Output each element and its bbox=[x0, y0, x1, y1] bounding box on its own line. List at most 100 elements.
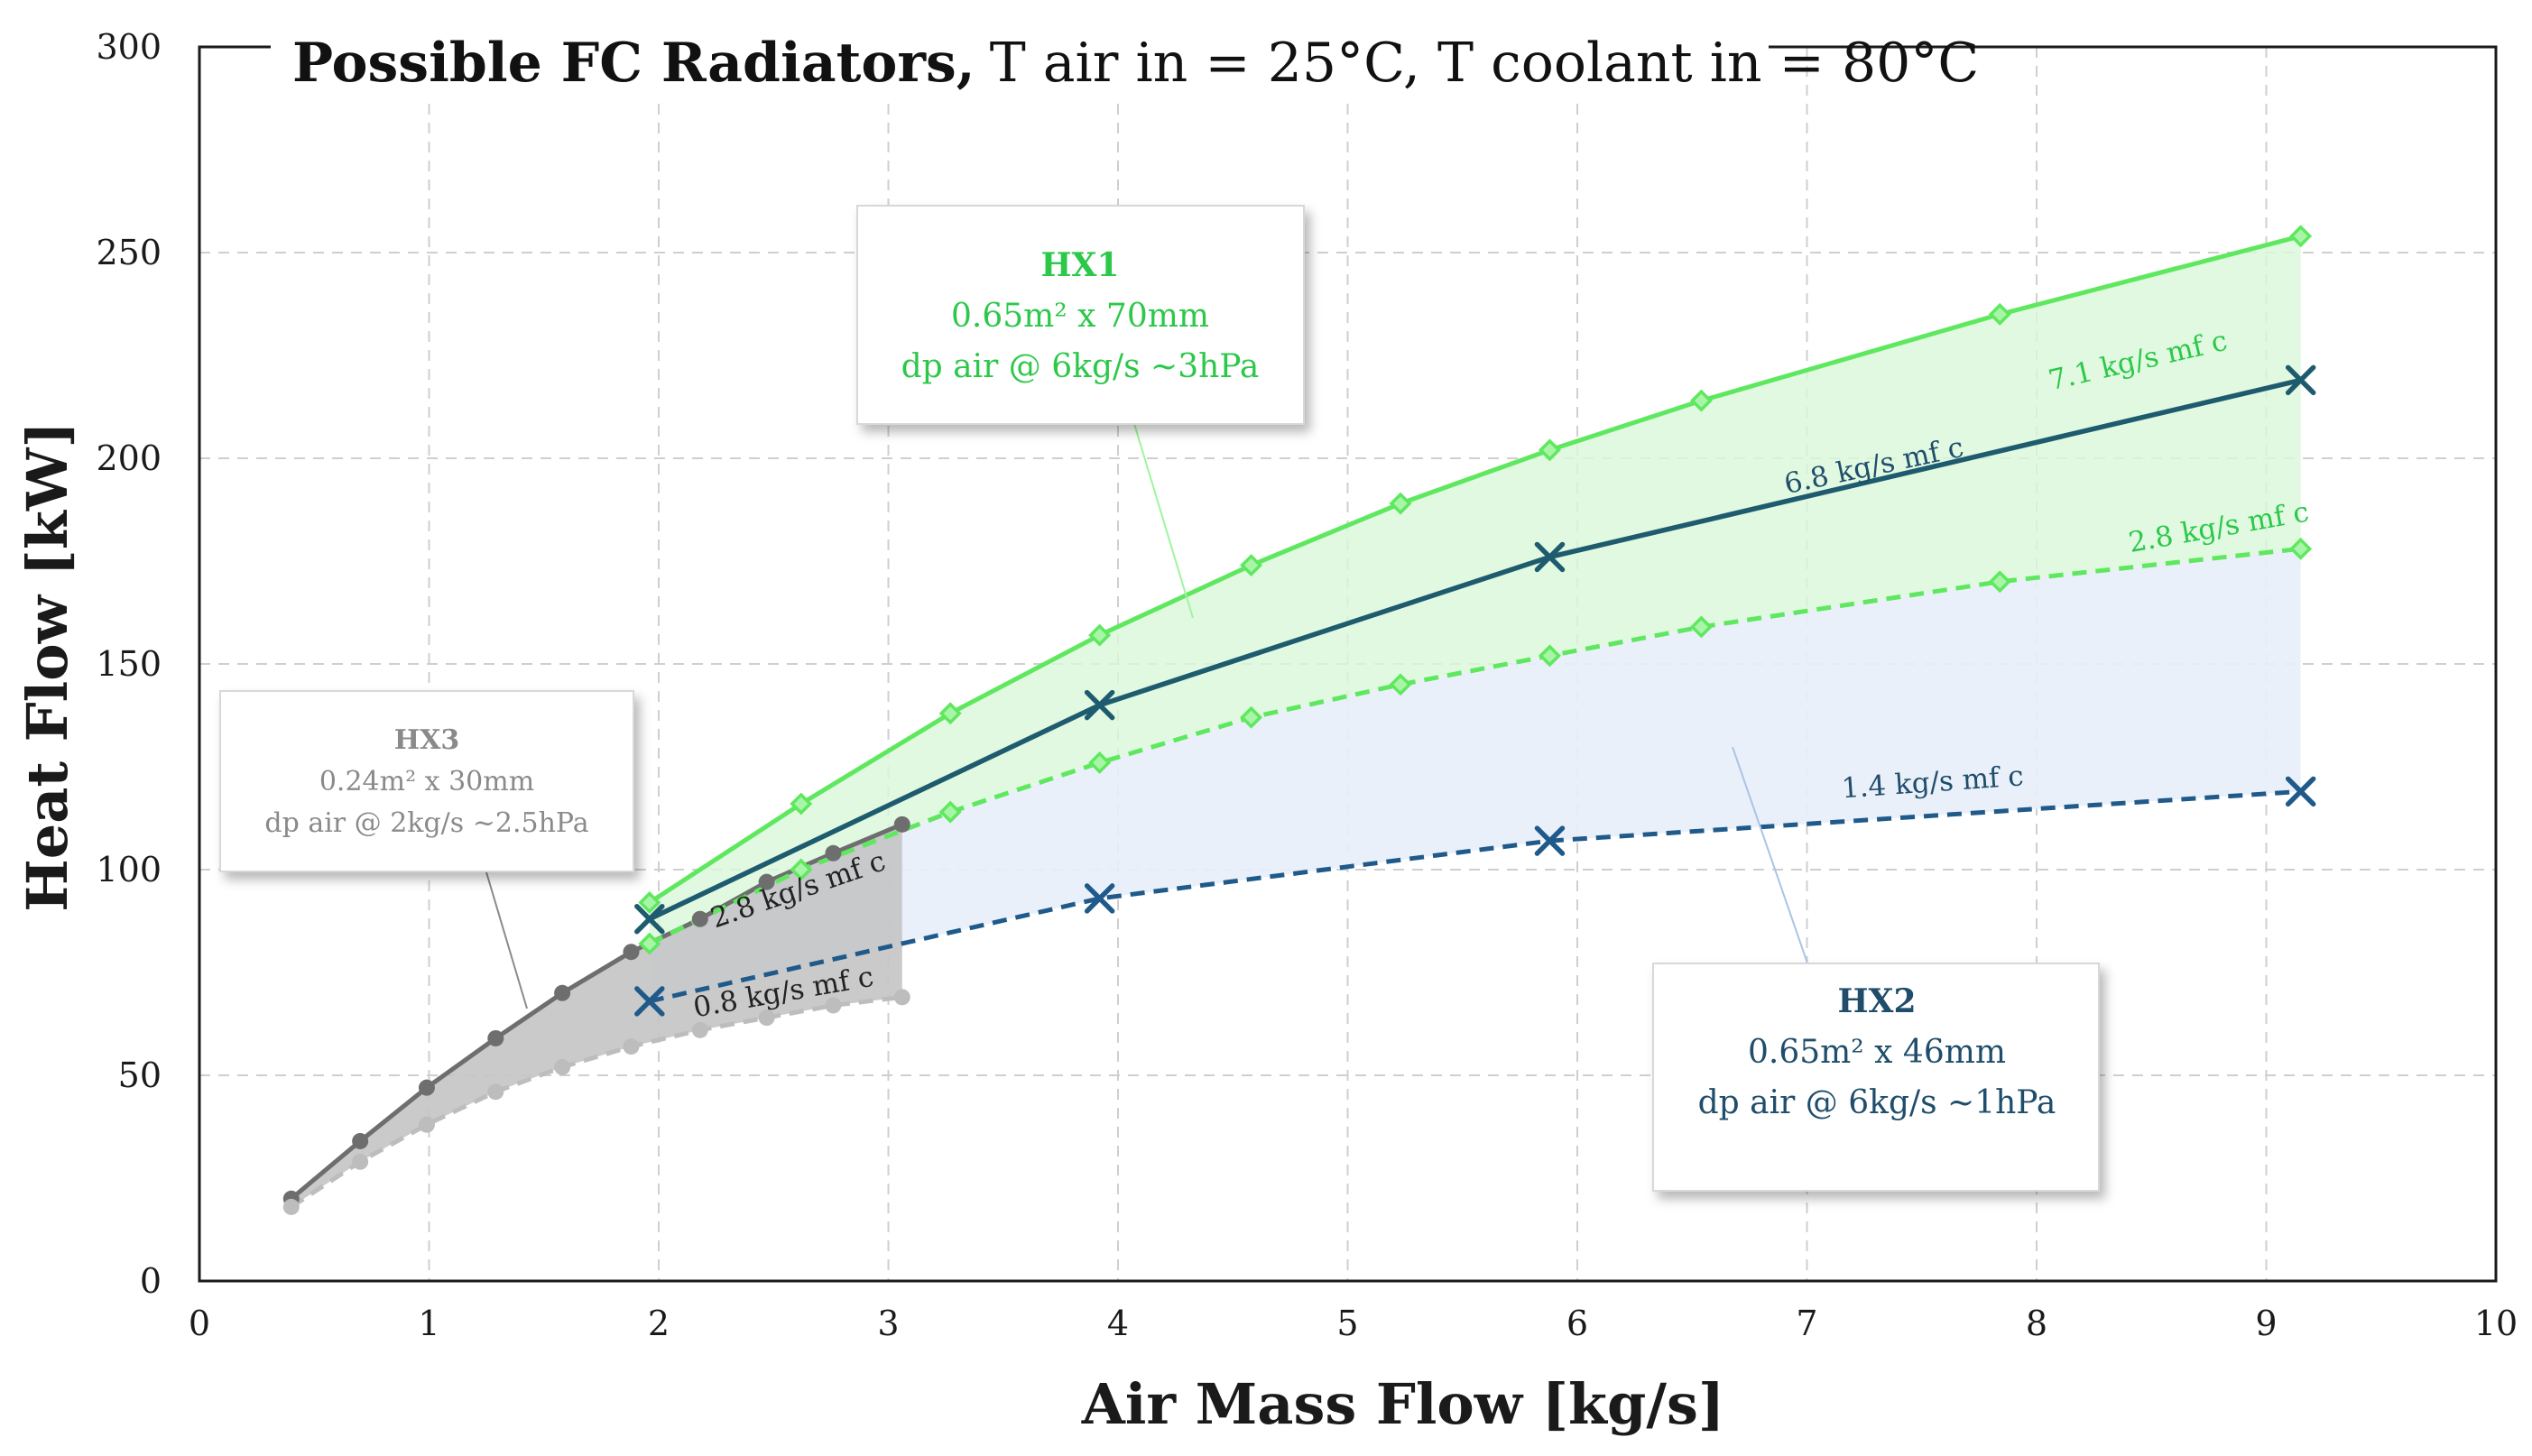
data-point-diamond bbox=[790, 792, 813, 816]
data-point-x-marker bbox=[634, 986, 665, 1017]
data-point-diamond bbox=[1240, 554, 1263, 577]
hx2-annotation-box: HX2 0.65m² x 46mm dp air @ 6kg/s ~1hPa bbox=[1652, 963, 2100, 1192]
data-point-circle bbox=[758, 1009, 775, 1027]
y-tick-label: 150 bbox=[96, 644, 162, 684]
hx1-size: 0.65m² x 70mm bbox=[951, 298, 1209, 335]
data-point-x-marker bbox=[1084, 689, 1115, 721]
data-point-circle bbox=[352, 1153, 369, 1170]
chart-title-rest: T air in = 25°C, T coolant in = 80°C bbox=[990, 32, 1980, 95]
hx3-title: HX3 bbox=[394, 724, 460, 756]
x-tick-label: 6 bbox=[1566, 1304, 1588, 1343]
y-tick-label: 250 bbox=[96, 233, 162, 272]
hx3-operating-region bbox=[291, 824, 902, 1207]
hx1-box-background bbox=[856, 205, 1305, 425]
data-point-diamond bbox=[638, 891, 661, 914]
data-point-circle bbox=[418, 1079, 435, 1096]
title-background bbox=[271, 23, 1769, 96]
series-line-hx1-high bbox=[648, 234, 2302, 905]
data-point-x-stroke bbox=[1534, 825, 1566, 856]
x-tick-label: 7 bbox=[1796, 1304, 1817, 1343]
data-point-diamond bbox=[1689, 389, 1713, 412]
hx1-title: HX1 bbox=[1041, 246, 1120, 284]
hx2-pressure-drop: dp air @ 6kg/s ~1hPa bbox=[1698, 1084, 2056, 1121]
data-point-circle bbox=[554, 984, 571, 1001]
data-point-diamond bbox=[1988, 570, 2011, 594]
series-line-hx3-low bbox=[290, 994, 903, 1210]
hx3-pressure-drop: dp air @ 2kg/s ~2.5hPa bbox=[264, 807, 588, 839]
series-line-hx1-low bbox=[648, 546, 2301, 946]
data-point-circle bbox=[825, 844, 842, 862]
series-line-hx2-low bbox=[649, 788, 2301, 1004]
data-point-diamond bbox=[938, 702, 962, 725]
data-point-x-stroke bbox=[1084, 689, 1115, 721]
data-point-circle bbox=[487, 1083, 504, 1101]
data-point-diamond bbox=[1538, 438, 1561, 462]
data-point-circle bbox=[893, 989, 910, 1006]
data-point-x-marker bbox=[1534, 825, 1566, 856]
data-point-diamond bbox=[1389, 673, 1412, 696]
hx1-leader-line bbox=[1125, 396, 1194, 619]
area-fill-layer bbox=[291, 235, 2301, 1207]
x-tick-label: 4 bbox=[1107, 1304, 1129, 1343]
hx2-operating-region bbox=[649, 548, 2301, 1001]
hx3-size: 0.24m² x 30mm bbox=[319, 766, 534, 797]
data-point-circle bbox=[825, 997, 842, 1014]
hx2-size: 0.65m² x 46mm bbox=[1748, 1034, 2006, 1071]
hx2-title: HX2 bbox=[1838, 982, 1917, 1020]
data-point-diamond bbox=[2289, 225, 2313, 248]
data-point-circle bbox=[691, 1021, 708, 1038]
x-tick-label: 1 bbox=[418, 1304, 439, 1343]
y-tick-label: 0 bbox=[140, 1261, 162, 1301]
y-axis-title: Heat Flow [kW] bbox=[14, 421, 80, 912]
data-point-diamond bbox=[1088, 623, 1112, 647]
data-point-diamond bbox=[1538, 644, 1561, 668]
hx3-annotation-box: HX3 0.24m² x 30mm dp air @ 2kg/s ~2.5hPa bbox=[219, 690, 634, 872]
y-tick-label: 50 bbox=[118, 1055, 162, 1095]
data-point-x-marker bbox=[634, 903, 665, 935]
x-tick-label: 5 bbox=[1336, 1304, 1358, 1343]
data-point-diamond bbox=[938, 800, 962, 824]
data-point-x-stroke bbox=[634, 986, 665, 1017]
x-tick-label: 2 bbox=[648, 1304, 670, 1343]
data-point-circle bbox=[282, 1198, 300, 1215]
data-point-diamond bbox=[1088, 751, 1112, 774]
series-markers-layer bbox=[282, 225, 2316, 1215]
data-point-diamond bbox=[1988, 302, 2011, 326]
data-point-circle bbox=[487, 1029, 504, 1046]
data-point-x-stroke bbox=[634, 903, 665, 935]
data-point-circle bbox=[893, 816, 910, 833]
data-point-circle bbox=[418, 1116, 435, 1133]
x-tick-label: 8 bbox=[2026, 1304, 2047, 1343]
data-point-circle bbox=[554, 1058, 571, 1075]
data-point-x-marker bbox=[2285, 364, 2316, 396]
data-point-x-marker bbox=[1534, 541, 1566, 573]
hx1-operating-region bbox=[649, 235, 2301, 945]
data-point-x-stroke bbox=[1534, 541, 1566, 573]
data-point-x-marker bbox=[2285, 776, 2316, 807]
y-tick-label: 100 bbox=[96, 850, 162, 889]
data-point-diamond bbox=[1389, 492, 1412, 515]
data-point-x-marker bbox=[1084, 883, 1115, 914]
hx3-box-background bbox=[219, 690, 634, 872]
data-point-circle bbox=[352, 1132, 369, 1149]
data-point-circle bbox=[623, 1038, 640, 1055]
data-point-x-stroke bbox=[2285, 364, 2316, 396]
x-tick-label: 0 bbox=[189, 1304, 210, 1343]
hx2-leader-line bbox=[1732, 746, 1813, 977]
series-line-hx2-high bbox=[648, 377, 2302, 922]
data-point-diamond bbox=[1689, 615, 1713, 639]
data-point-diamond bbox=[1240, 705, 1263, 729]
x-tick-label: 3 bbox=[877, 1304, 899, 1343]
data-point-circle bbox=[623, 944, 640, 961]
data-point-x-stroke bbox=[2285, 776, 2316, 807]
hx1-annotation-box: HX1 0.65m² x 70mm dp air @ 6kg/s ~3hPa bbox=[856, 205, 1305, 425]
data-point-diamond bbox=[2289, 537, 2313, 560]
y-tick-label: 300 bbox=[96, 27, 162, 67]
data-point-circle bbox=[758, 873, 775, 890]
data-point-x-stroke bbox=[1084, 883, 1115, 914]
data-point-circle bbox=[691, 910, 708, 927]
chart-title-bold: Possible FC Radiators, bbox=[292, 32, 975, 95]
y-tick-label: 200 bbox=[96, 438, 162, 478]
